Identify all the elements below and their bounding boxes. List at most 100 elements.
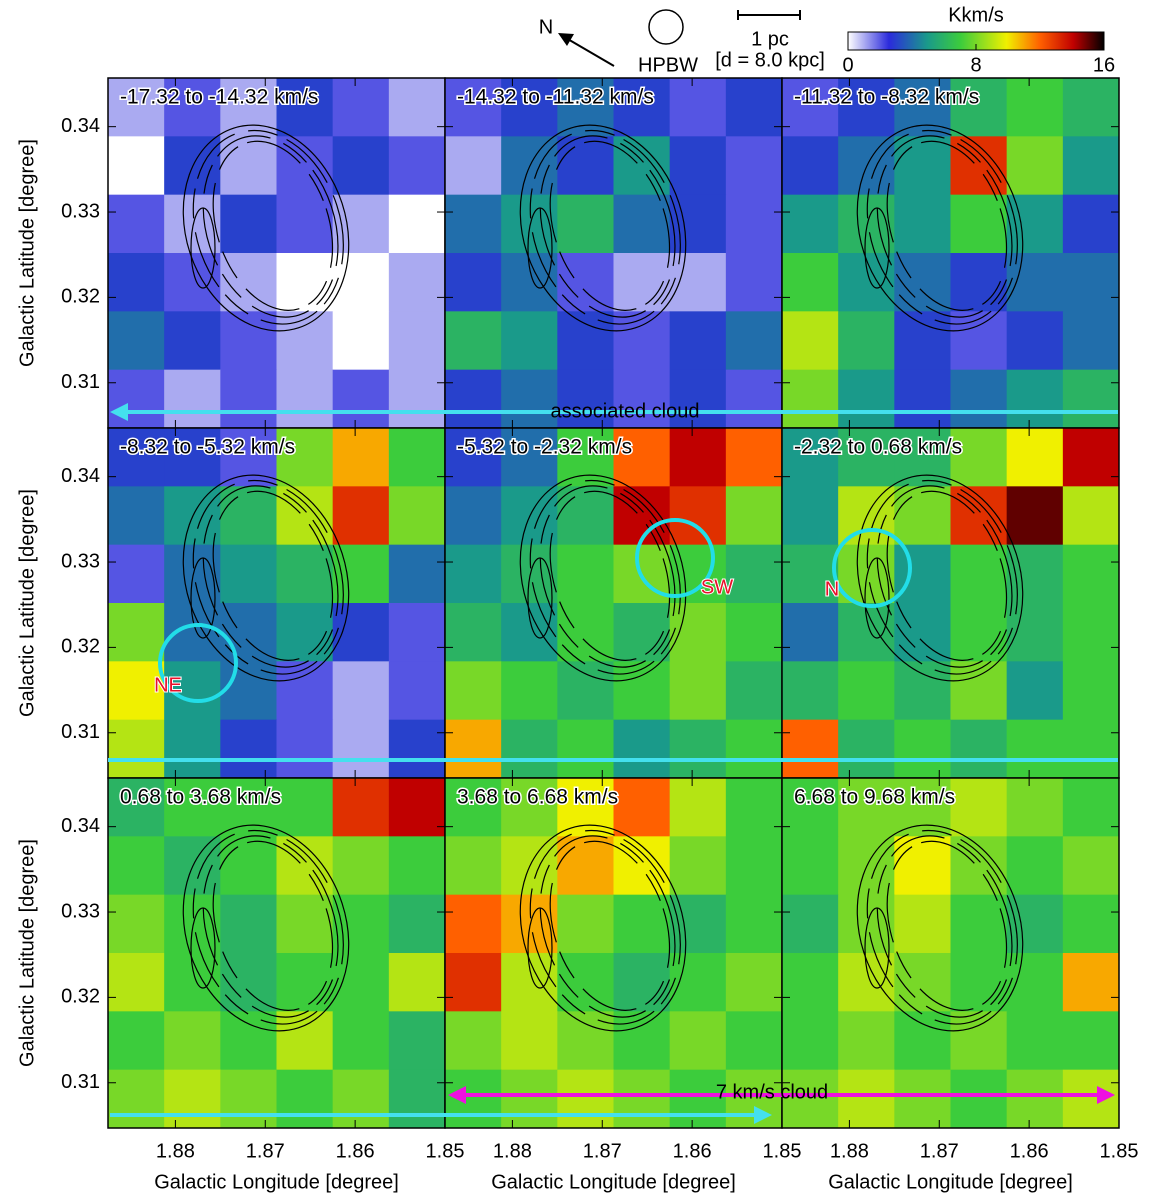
intensity-cell bbox=[1007, 720, 1064, 779]
intensity-cell bbox=[108, 836, 165, 895]
intensity-cell bbox=[108, 311, 165, 370]
intensity-cell bbox=[670, 136, 727, 195]
intensity-cell bbox=[1007, 136, 1064, 195]
x-tick-label: 1.86 bbox=[336, 1140, 375, 1162]
intensity-cell bbox=[557, 603, 614, 662]
intensity-cell bbox=[333, 370, 390, 429]
panel-title: -5.32 to -2.32 km/s bbox=[457, 436, 632, 459]
beam-label: HPBW bbox=[638, 54, 698, 76]
intensity-cell bbox=[389, 953, 446, 1012]
intensity-cell bbox=[333, 1070, 390, 1129]
x-axis-label: Galactic Longitude [degree] bbox=[154, 1171, 399, 1193]
intensity-cell bbox=[108, 895, 165, 954]
intensity-cell bbox=[726, 545, 783, 604]
y-axis-label: Galactic Latitude [degree] bbox=[16, 839, 38, 1067]
intensity-cell bbox=[557, 720, 614, 779]
intensity-cell bbox=[108, 136, 165, 195]
intensity-cell bbox=[445, 253, 502, 312]
intensity-cell bbox=[894, 545, 951, 604]
arrow-label: associated cloud bbox=[551, 400, 700, 422]
intensity-cell bbox=[108, 603, 165, 662]
intensity-cell bbox=[389, 1070, 446, 1129]
intensity-cell bbox=[782, 953, 839, 1012]
intensity-cell bbox=[445, 1011, 502, 1070]
intensity-cell bbox=[1063, 311, 1120, 370]
intensity-cell bbox=[614, 1070, 671, 1129]
intensity-cell bbox=[894, 661, 951, 720]
intensity-cell bbox=[445, 311, 502, 370]
intensity-cell bbox=[333, 953, 390, 1012]
y-axis-label: Galactic Latitude [degree] bbox=[16, 139, 38, 367]
panel-title: 3.68 to 6.68 km/s bbox=[457, 786, 618, 809]
intensity-cell bbox=[108, 486, 165, 545]
intensity-cell bbox=[726, 1011, 783, 1070]
intensity-cell bbox=[164, 370, 221, 429]
intensity-cell bbox=[951, 370, 1008, 429]
intensity-cell bbox=[389, 545, 446, 604]
intensity-cell bbox=[894, 311, 951, 370]
intensity-cell bbox=[951, 545, 1008, 604]
intensity-cell bbox=[501, 720, 558, 779]
panel: -5.32 to -2.32 km/s SW bbox=[445, 428, 783, 779]
intensity-cell bbox=[389, 428, 446, 487]
intensity-cell bbox=[445, 603, 502, 662]
panel-title: -8.32 to -5.32 km/s bbox=[120, 436, 295, 459]
intensity-cell bbox=[1063, 428, 1120, 487]
intensity-cell bbox=[782, 720, 839, 779]
y-tick-label: 0.31 bbox=[61, 371, 100, 393]
y-tick-label: 0.33 bbox=[61, 550, 100, 572]
y-axis-label: Galactic Latitude [degree] bbox=[16, 489, 38, 717]
intensity-cell bbox=[501, 953, 558, 1012]
intensity-cell bbox=[670, 311, 727, 370]
panels: 0.310.320.330.34-17.32 to -14.32 km/sGal… bbox=[16, 78, 1138, 1193]
region-label: SW bbox=[701, 576, 733, 598]
intensity-cell bbox=[726, 370, 783, 429]
intensity-cell bbox=[445, 136, 502, 195]
intensity-cell bbox=[277, 720, 334, 779]
y-tick-label: 0.33 bbox=[61, 200, 100, 222]
intensity-cell bbox=[445, 195, 502, 254]
intensity-cell bbox=[389, 195, 446, 254]
intensity-cell bbox=[1007, 1011, 1064, 1070]
intensity-cell bbox=[951, 136, 1008, 195]
y-tick-label: 0.31 bbox=[61, 1071, 100, 1093]
intensity-cell bbox=[726, 836, 783, 895]
x-tick-label: 1.85 bbox=[1100, 1140, 1139, 1162]
intensity-cell bbox=[220, 1070, 277, 1129]
intensity-cell bbox=[670, 253, 727, 312]
intensity-cell bbox=[557, 661, 614, 720]
intensity-cell bbox=[445, 661, 502, 720]
region-label: N bbox=[825, 578, 839, 600]
intensity-cell bbox=[614, 311, 671, 370]
intensity-cell bbox=[220, 311, 277, 370]
intensity-cell bbox=[782, 486, 839, 545]
intensity-cell bbox=[164, 1070, 221, 1129]
intensity-cell bbox=[277, 778, 334, 837]
intensity-cell bbox=[333, 778, 390, 837]
intensity-cell bbox=[164, 311, 221, 370]
intensity-cell bbox=[670, 1011, 727, 1070]
intensity-cell bbox=[1063, 720, 1120, 779]
intensity-cell bbox=[614, 720, 671, 779]
north-label: N bbox=[539, 16, 553, 38]
intensity-cell bbox=[1007, 253, 1064, 312]
x-tick-label: 1.87 bbox=[920, 1140, 959, 1162]
intensity-cell bbox=[220, 195, 277, 254]
intensity-cell bbox=[782, 1011, 839, 1070]
intensity-cell bbox=[670, 78, 727, 137]
intensity-cell bbox=[1063, 836, 1120, 895]
intensity-cell bbox=[894, 253, 951, 312]
intensity-cell bbox=[726, 195, 783, 254]
distance-label: [d = 8.0 kpc] bbox=[715, 49, 825, 71]
intensity-cell bbox=[389, 661, 446, 720]
intensity-cell bbox=[333, 486, 390, 545]
x-axis-label: Galactic Longitude [degree] bbox=[828, 1171, 1073, 1193]
intensity-cell bbox=[838, 253, 895, 312]
intensity-cell bbox=[1007, 661, 1064, 720]
x-tick-label: 1.86 bbox=[1010, 1140, 1049, 1162]
intensity-cell bbox=[951, 311, 1008, 370]
x-tick-label: 1.85 bbox=[763, 1140, 802, 1162]
intensity-cell bbox=[108, 953, 165, 1012]
intensity-cell bbox=[614, 195, 671, 254]
